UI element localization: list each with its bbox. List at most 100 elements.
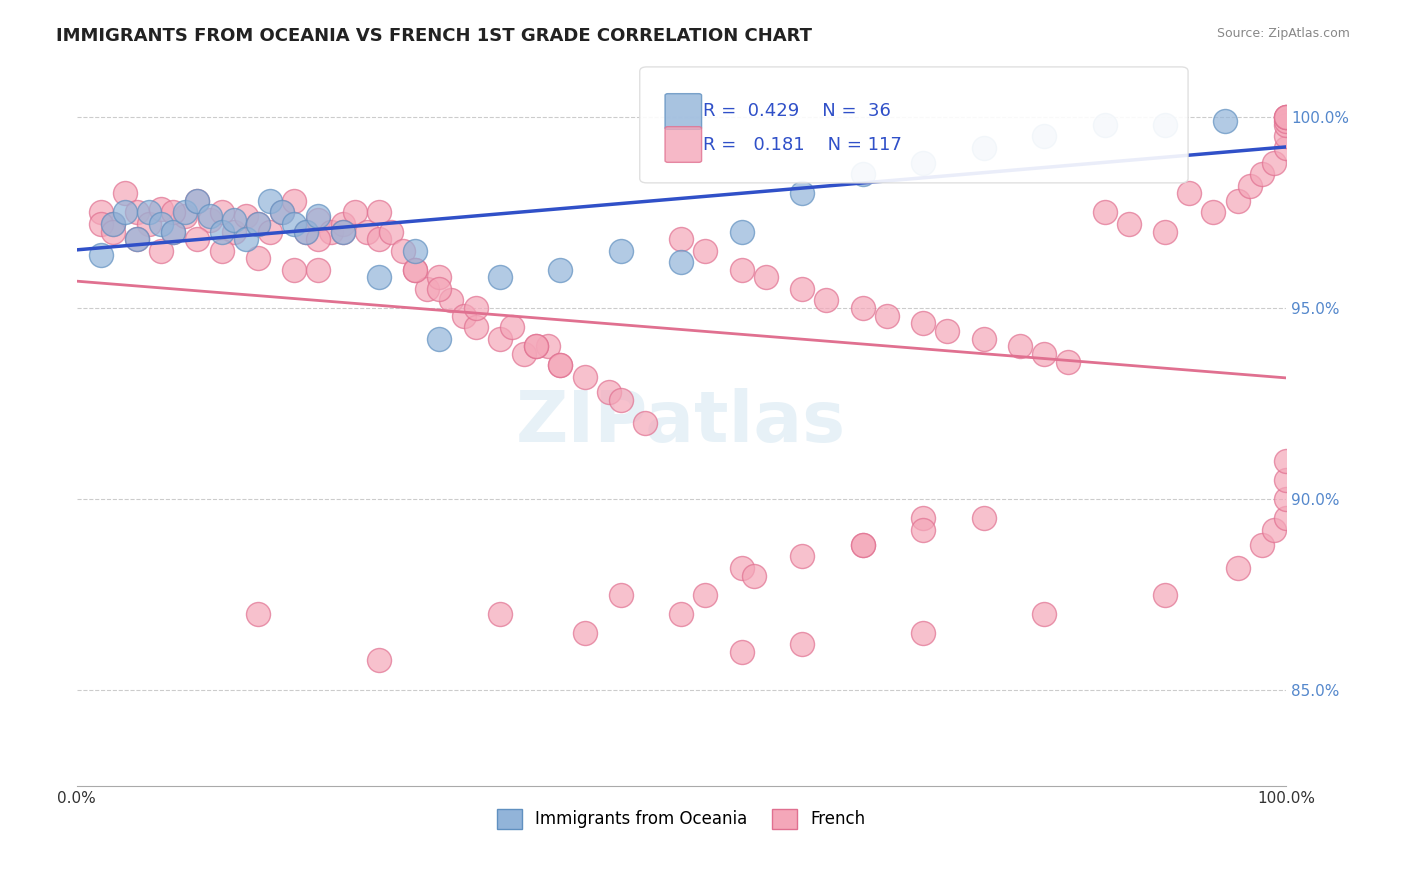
Point [912,511,935,525]
Point [332,225,354,239]
Point [319,225,342,239]
Point [125,205,148,219]
Text: Source: ZipAtlas.com: Source: ZipAtlas.com [1216,27,1350,40]
Point [246,252,269,266]
Point [356,225,378,239]
Point [222,213,245,227]
Point [912,523,935,537]
Point [1275,110,1298,124]
Point [1154,118,1177,132]
Point [792,186,814,201]
Point [1275,140,1298,154]
Point [174,209,197,223]
Point [1094,118,1116,132]
Point [464,320,486,334]
Point [1275,492,1298,507]
Point [1226,561,1249,575]
Point [1263,523,1285,537]
Point [307,213,329,227]
Point [912,156,935,170]
Point [440,293,463,308]
Point [1275,110,1298,124]
Point [513,347,536,361]
Point [138,205,160,219]
Point [1275,118,1298,132]
Point [429,332,451,346]
Point [1263,156,1285,170]
Point [150,217,173,231]
Point [404,244,426,258]
Point [392,244,415,258]
Legend: Immigrants from Oceania, French: Immigrants from Oceania, French [491,802,873,836]
Point [731,262,754,277]
Text: ZIPatlas: ZIPatlas [516,388,846,458]
Point [792,282,814,296]
Point [574,369,596,384]
Point [489,332,512,346]
Point [1154,225,1177,239]
Point [731,225,754,239]
Point [1033,129,1056,144]
Point [246,607,269,621]
Point [186,194,208,208]
Point [429,270,451,285]
Point [404,262,426,277]
Point [792,637,814,651]
Point [1154,588,1177,602]
Point [524,339,547,353]
Point [367,232,389,246]
Point [550,262,572,277]
Point [1094,205,1116,219]
Point [211,205,233,219]
Point [634,416,657,430]
Point [1008,339,1031,353]
Point [90,247,112,261]
Point [101,225,124,239]
Point [537,339,560,353]
Point [162,225,184,239]
Point [1250,538,1272,552]
Text: R =  0.429    N =  36: R = 0.429 N = 36 [703,103,891,120]
Point [1275,110,1298,124]
Point [259,194,281,208]
Point [307,209,329,223]
Point [671,255,693,269]
Point [1202,205,1225,219]
Point [695,588,717,602]
Point [852,538,875,552]
Point [1275,473,1298,487]
Point [671,232,693,246]
Point [731,645,754,659]
Point [211,244,233,258]
Point [1215,113,1237,128]
Point [695,244,717,258]
Point [598,385,620,400]
Point [271,205,294,219]
Point [1226,194,1249,208]
Point [912,316,935,330]
Point [235,209,257,223]
Point [464,301,486,315]
Point [162,225,184,239]
Point [610,392,633,407]
Point [222,225,245,239]
Point [332,217,354,231]
Point [815,293,838,308]
Text: IMMIGRANTS FROM OCEANIA VS FRENCH 1ST GRADE CORRELATION CHART: IMMIGRANTS FROM OCEANIA VS FRENCH 1ST GR… [56,27,813,45]
Point [332,225,354,239]
Point [174,205,197,219]
Point [246,217,269,231]
Point [1033,347,1056,361]
Point [852,301,875,315]
Point [1118,217,1140,231]
Point [429,282,451,296]
Point [1275,454,1298,468]
Point [125,232,148,246]
Point [125,232,148,246]
Point [150,202,173,216]
Point [574,626,596,640]
Point [1057,354,1080,368]
Point [90,205,112,219]
Point [246,217,269,231]
Point [973,140,995,154]
